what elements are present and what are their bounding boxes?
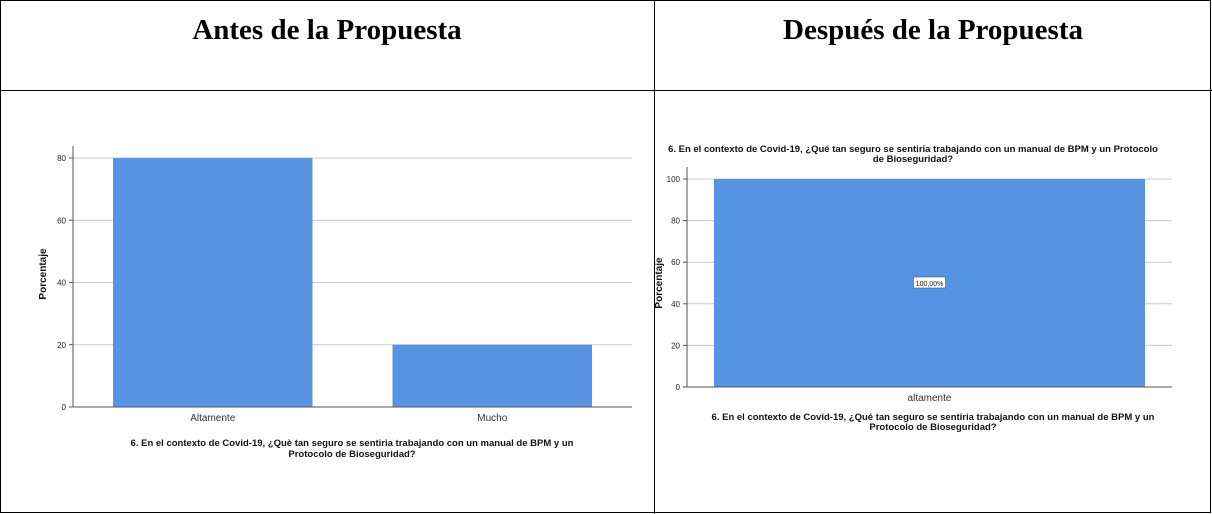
x-axis-label-line-1: 6. En el contexto de Covid-19, ¿Qué tan … bbox=[712, 412, 1155, 423]
x-axis-label-line-1: 6. En el contexto de Covid-19, ¿Què tan … bbox=[131, 438, 574, 449]
y-tick-label: 40 bbox=[57, 279, 66, 288]
x-tick-label: altamente bbox=[908, 393, 952, 404]
y-tick-label: 0 bbox=[676, 383, 681, 392]
column-divider bbox=[654, 0, 655, 514]
chart-title-line-2: de Bioseguridad? bbox=[873, 154, 953, 165]
before-heading: Antes de la Propuesta bbox=[192, 14, 462, 46]
y-tick-label: 80 bbox=[671, 217, 680, 226]
y-tick-label: 40 bbox=[671, 300, 680, 309]
data-label-box bbox=[913, 276, 946, 289]
y-tick-label: 60 bbox=[671, 258, 680, 267]
bar bbox=[113, 158, 313, 407]
x-axis-label-line-2: Protocolo de Bioseguridad? bbox=[288, 449, 415, 460]
y-tick-label: 80 bbox=[57, 154, 66, 163]
after-chart: 6. En el contexto de Covid-19, ¿Qué tan … bbox=[654, 144, 1172, 433]
y-tick-label: 20 bbox=[57, 341, 66, 350]
y-axis-label: Porcentaje bbox=[38, 248, 49, 300]
y-tick-label: 100 bbox=[667, 175, 681, 184]
y-axis-label: Porcentaje bbox=[654, 257, 665, 309]
x-axis-label-line-2: Protocolo de Bioseguridad? bbox=[869, 422, 996, 433]
y-tick-label: 60 bbox=[57, 216, 66, 225]
bar bbox=[392, 344, 592, 407]
before-chart: Porcentaje 6. En el contexto de Covid-19… bbox=[38, 146, 632, 460]
x-tick-label: Altamente bbox=[190, 413, 235, 424]
y-tick-label: 20 bbox=[671, 341, 680, 350]
data-label: 100,00% bbox=[916, 281, 944, 288]
x-tick-label: Mucho bbox=[477, 413, 507, 424]
chart-title-line-1: 6. En el contexto de Covid-19, ¿Qué tan … bbox=[668, 144, 1158, 155]
row-divider bbox=[0, 90, 1212, 91]
y-tick-label: 0 bbox=[62, 403, 67, 412]
after-heading: Después de la Propuesta bbox=[783, 14, 1083, 46]
